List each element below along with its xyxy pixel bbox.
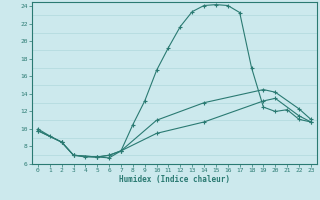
X-axis label: Humidex (Indice chaleur): Humidex (Indice chaleur) (119, 175, 230, 184)
